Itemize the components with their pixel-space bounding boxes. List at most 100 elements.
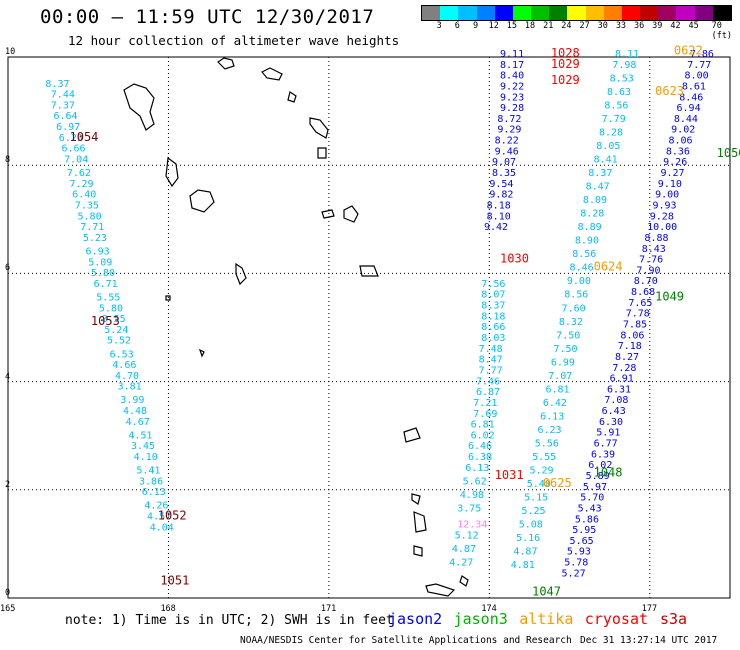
- y-tick-label: 2: [5, 479, 11, 490]
- satellite-label: s3a: [660, 610, 688, 628]
- wave-height-value: 7.69: [473, 409, 497, 420]
- wave-height-value: 8.53: [610, 73, 634, 84]
- wave-height-value: 8.37: [481, 301, 505, 312]
- wave-height-value: 8.28: [599, 127, 623, 138]
- wave-height-value: 8.88: [644, 233, 668, 244]
- wave-height-value: 6.93: [86, 246, 110, 257]
- legend-swatch: [585, 6, 604, 20]
- wave-height-value: 8.56: [564, 290, 588, 301]
- pass-time-label: 0624: [594, 260, 623, 274]
- legend-label: 36: [633, 21, 645, 31]
- x-tick-label: 168: [160, 604, 176, 614]
- wave-height-value: 8.89: [578, 222, 602, 233]
- pass-time-label: 1051: [160, 573, 189, 587]
- wave-height-value: 4.26: [144, 501, 168, 512]
- color-legend-labels: 3 6 9 12 15 18 21 24 27 30 33 36 39 42 45 70 (ft): [421, 21, 740, 41]
- y-tick-label: 6: [5, 263, 11, 274]
- wave-height-value: 9.23: [500, 92, 524, 103]
- wave-height-value: 5.62: [463, 476, 487, 487]
- wave-height-value: 7.78: [626, 309, 650, 320]
- satellite-label: cryosat: [584, 610, 649, 628]
- wave-height-value: 9.93: [652, 200, 676, 211]
- wave-height-value: 8.05: [596, 141, 620, 152]
- island: [165, 295, 171, 301]
- wave-height-value: 7.29: [70, 179, 94, 190]
- satellite-label: altika: [519, 610, 574, 628]
- wave-height-value: 5.27: [562, 568, 586, 579]
- wave-height-value: 5.55: [96, 292, 120, 303]
- wave-height-value: 8.56: [604, 100, 628, 111]
- wave-height-value: 5.43: [578, 503, 602, 514]
- legend-swatch: [512, 6, 532, 20]
- wave-height-value: 5.97: [583, 482, 607, 493]
- wave-height-value: 5.91: [596, 428, 620, 439]
- wave-height-value: 7.85: [623, 320, 647, 331]
- pass-time-label: 1053: [91, 314, 120, 328]
- wave-height-value: 5.16: [516, 533, 540, 544]
- wave-height-value: 6.46: [468, 441, 492, 452]
- wave-height-value: 9.29: [497, 125, 521, 136]
- wave-height-value: 8.28: [580, 209, 604, 220]
- x-tick-label: 177: [641, 604, 658, 614]
- wave-height-value: 7.44: [51, 90, 75, 101]
- wave-height-value: 5.93: [567, 547, 591, 558]
- wave-height-value: 5.56: [535, 439, 559, 450]
- wave-height-value: 4.66: [112, 360, 136, 371]
- wave-height-value: 7.62: [67, 168, 91, 179]
- legend-swatch: [603, 6, 622, 20]
- wave-height-value: 5.55: [532, 452, 556, 463]
- wave-height-value: 7.60: [562, 303, 586, 314]
- wave-height-value: 8.68: [631, 287, 655, 298]
- wave-height-value: 6.42: [543, 398, 567, 409]
- wave-height-value: 7.98: [612, 60, 636, 71]
- pass-time-label: 1050: [717, 146, 740, 160]
- satellite-label: jason3: [453, 610, 508, 628]
- wave-height-value: 6.91: [610, 374, 634, 385]
- wave-height-value: 9.28: [500, 103, 524, 114]
- wave-height-value: 7.21: [473, 398, 497, 409]
- legend-swatch: [440, 6, 459, 20]
- wave-height-value: 7.77: [687, 60, 711, 71]
- legend-label: 30: [597, 21, 608, 31]
- wave-height-value: 8.66: [481, 322, 505, 333]
- wave-height-value: 8.72: [497, 114, 521, 125]
- island: [343, 205, 359, 223]
- footer-timestamp: Dec 31 13:27:14 UTC 2017: [580, 635, 718, 646]
- pass-time-label: 0625: [543, 476, 572, 490]
- footer-note: note: 1) Time is in UTC; 2) SWH is in fe…: [65, 613, 394, 628]
- legend-swatch: [476, 6, 495, 20]
- wave-height-value: 4.81: [511, 560, 535, 571]
- island: [235, 262, 247, 286]
- legend-swatch: [458, 6, 477, 20]
- legend-label: 70 (ft): [711, 21, 733, 41]
- wave-height-value: 6.43: [602, 406, 626, 417]
- wave-height-value: 5.41: [136, 466, 160, 477]
- wave-height-value: 5.29: [529, 466, 553, 477]
- wave-height-value: 8.18: [487, 200, 511, 211]
- wave-height-value: 8.70: [634, 276, 658, 287]
- wave-height-value: 6.29: [59, 133, 83, 144]
- pass-time-label: 1028: [551, 46, 580, 60]
- wave-height-value: 8.56: [572, 249, 596, 260]
- legend-label: 42: [670, 21, 681, 31]
- wave-height-value: 7.77: [479, 365, 503, 376]
- wave-height-value: 6.30: [599, 417, 623, 428]
- color-legend: [421, 5, 732, 21]
- wave-height-value: 7.90: [636, 265, 660, 276]
- wave-height-value: 8.44: [674, 114, 698, 125]
- wave-height-value: 8.41: [594, 154, 618, 165]
- wave-height-value: 4.57: [147, 512, 171, 523]
- wave-height-value: 7.07: [548, 371, 572, 382]
- wave-height-value: 8.06: [668, 136, 692, 147]
- island: [198, 348, 205, 358]
- wave-height-value: 12.34: [457, 520, 487, 531]
- wave-height-value: 8.07: [481, 290, 505, 301]
- wave-height-value: 9.00: [567, 276, 591, 287]
- wave-height-value: 5.80: [91, 268, 115, 279]
- wave-height-value: 9.54: [489, 179, 513, 190]
- wave-height-value: 6.77: [594, 439, 618, 450]
- wave-height-value: 5.65: [570, 536, 594, 547]
- pass-time-label: 1031: [495, 468, 524, 482]
- wave-height-value: 8.32: [559, 317, 583, 328]
- wave-height-value: 6.87: [476, 387, 500, 398]
